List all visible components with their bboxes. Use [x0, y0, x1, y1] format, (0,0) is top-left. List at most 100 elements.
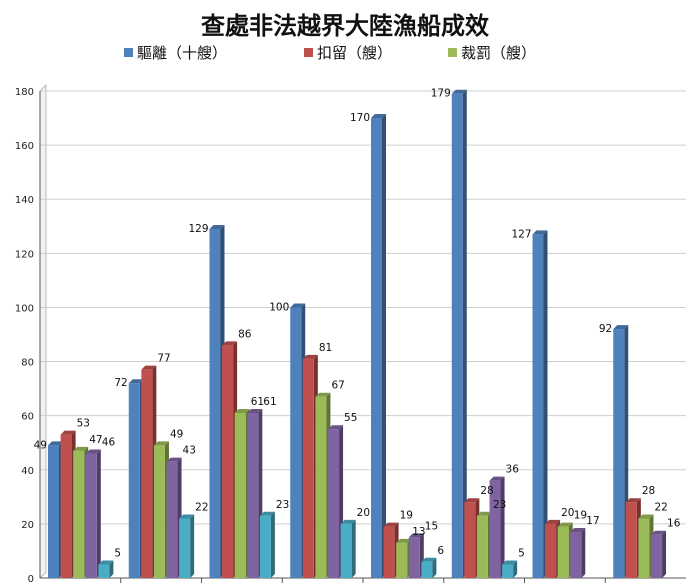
bar-top [408, 533, 424, 538]
bar-face [464, 502, 476, 578]
bar-top [476, 511, 492, 516]
bar-face [476, 515, 488, 578]
bar-face [451, 93, 463, 578]
chart-title: 查處非法越界大陸漁船成效 [201, 11, 489, 40]
bar-top [234, 408, 250, 413]
data-label: 22 [195, 501, 208, 513]
bar-top [502, 560, 518, 565]
bar-face [557, 526, 569, 578]
bar-side [351, 519, 356, 578]
bar-top [464, 498, 480, 503]
data-label: 81 [319, 342, 332, 354]
bar [651, 530, 667, 578]
data-label: 20 [357, 507, 370, 519]
bar-face [179, 518, 191, 578]
bar [371, 114, 386, 579]
bar-top [371, 114, 386, 119]
y-tick-label: 20 [21, 520, 34, 531]
bar [421, 557, 437, 578]
bar-top [557, 522, 573, 527]
bar-face [532, 234, 544, 578]
bar-top [625, 498, 641, 503]
data-label: 49 [34, 439, 47, 451]
data-label: 19 [400, 510, 413, 522]
data-label: 53 [77, 418, 90, 430]
bar [85, 449, 101, 578]
legend-swatch [304, 48, 313, 57]
data-label: 19 [574, 510, 587, 522]
data-label: 127 [511, 228, 531, 240]
bar-top [421, 557, 437, 562]
data-label: 67 [331, 380, 344, 392]
bar-top [315, 392, 331, 397]
bar [259, 511, 275, 578]
legend-label: 扣留（艘） [317, 44, 392, 62]
data-label: 15 [425, 520, 438, 532]
data-label: 36 [506, 464, 520, 476]
data-label: 5 [518, 547, 525, 559]
bar-top [613, 325, 629, 330]
legend-label: 驅離（十艘） [137, 44, 227, 62]
bar-face [128, 383, 140, 578]
bar-side [270, 511, 275, 578]
bar-top [98, 560, 114, 565]
bar-face [421, 561, 433, 578]
y-tick-label: 140 [15, 195, 34, 206]
y-tick-label: 120 [15, 249, 34, 260]
bar-face [613, 329, 625, 578]
axis-wall [39, 83, 47, 580]
bar-face [98, 564, 110, 578]
bar-top [60, 430, 76, 435]
data-label: 28 [642, 485, 655, 497]
data-label: 86 [238, 328, 252, 340]
bar-face [651, 534, 663, 578]
y-tick-label: 40 [21, 466, 34, 477]
bar [532, 230, 548, 578]
bar-top [638, 514, 654, 519]
bar-face [408, 537, 420, 578]
bar-face [73, 450, 85, 578]
data-label: 61 [263, 396, 276, 408]
bar-face [489, 480, 501, 578]
data-label: 179 [431, 88, 451, 100]
bar-face [60, 434, 72, 578]
bar-top [570, 528, 586, 533]
bar-face [48, 445, 59, 578]
data-label: 46 [102, 437, 116, 449]
data-label: 16 [667, 518, 681, 530]
bar-face [209, 228, 221, 578]
bar-face [570, 532, 582, 578]
data-label: 49 [170, 428, 183, 440]
bar-face [247, 412, 259, 578]
bar-face [222, 345, 234, 578]
bar [502, 560, 518, 578]
bar [451, 89, 467, 578]
y-tick-label: 60 [21, 412, 34, 423]
bar-face [290, 307, 302, 578]
y-tick-label: 160 [15, 141, 34, 152]
y-tick-label: 180 [15, 87, 34, 98]
legend-entry: 裁罰（艘） [448, 44, 536, 62]
bar-side [662, 530, 667, 578]
bar-face [625, 502, 637, 578]
bar-top [85, 449, 101, 454]
bar [489, 476, 505, 578]
bar-side [96, 449, 101, 578]
y-tick-label: 0 [28, 574, 34, 583]
bar-top [651, 530, 667, 535]
bar-top [128, 379, 144, 384]
data-label: 92 [599, 323, 612, 335]
legend-swatch [124, 48, 133, 57]
legend-entry: 扣留（艘） [304, 44, 392, 62]
data-label: 6 [437, 545, 444, 557]
bar-top [545, 519, 561, 524]
y-tick-label: 80 [21, 358, 34, 369]
plot-area: 0204060801001201401601804972129100170179… [15, 83, 686, 583]
legend: 驅離（十艘） 扣留（艘） 裁罰（艘） [124, 44, 536, 62]
data-label: 129 [188, 223, 208, 235]
bar-top [328, 425, 344, 430]
data-label: 100 [269, 301, 289, 313]
bar-face [340, 523, 352, 578]
data-label: 5 [114, 547, 121, 559]
